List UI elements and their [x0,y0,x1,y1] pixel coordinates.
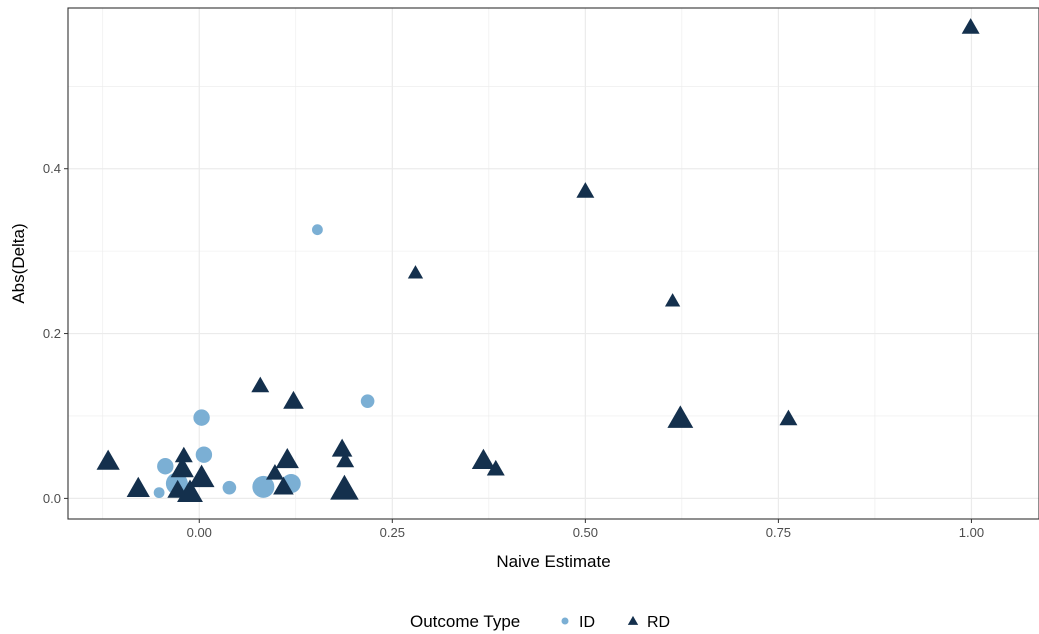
data-point-id [193,409,210,426]
legend: Outcome Type ID RD [410,612,670,631]
data-point-rd [188,464,215,488]
data-point-rd [486,459,505,476]
data-point-id [360,394,375,408]
axis-ticks: 0.00 0.25 0.50 0.75 1.00 0.0 0.2 0.4 [43,161,984,540]
x-tick-label: 0.00 [187,525,212,540]
data-point-rd [174,446,193,463]
data-point-id [153,487,165,499]
grid-lines [68,8,1039,519]
x-tick-label: 0.25 [380,525,405,540]
legend-key-rd [627,615,639,625]
x-tick-label: 1.00 [959,525,984,540]
data-point-id [195,446,213,463]
data-point-rd [331,438,353,457]
data-point-rd [667,405,694,428]
data-point-rd [283,390,304,409]
y-tick-label: 0.4 [43,161,61,176]
data-point-rd [961,18,980,34]
x-tick-label: 0.75 [766,525,791,540]
data-point-rd [275,447,299,469]
data-point-id [222,480,237,495]
data-point-rd [779,409,798,426]
y-tick-label: 0.2 [43,326,61,341]
data-point-rd [265,463,284,480]
data-point-rd [330,474,359,500]
legend-label-id: ID [579,614,595,631]
x-axis-title: Naive Estimate [496,552,610,571]
data-point-rd [126,476,150,498]
data-point-rd [576,182,595,198]
y-axis-title: Abs(Delta) [9,223,28,303]
legend-title: Outcome Type [410,612,520,631]
data-point-rd [336,451,355,468]
data-point-id [312,224,323,236]
data-point-rd [170,457,194,478]
data-point-rd [96,449,120,470]
y-tick-label: 0.0 [43,491,61,506]
panel-border [67,7,1039,520]
data-point-id [157,458,174,475]
data-point-rd [471,448,496,469]
legend-label-rd: RD [647,614,670,631]
legend-entries: ID RD [561,614,670,631]
x-tick-label: 0.50 [573,525,598,540]
data-point-rd [251,376,270,393]
data-point-rd [664,293,681,307]
data-point-rd [273,476,294,495]
data-point-rd [177,479,203,502]
legend-key-id [561,617,569,625]
data-points [96,18,980,502]
data-point-rd [407,265,424,279]
data-point-id [252,475,275,498]
